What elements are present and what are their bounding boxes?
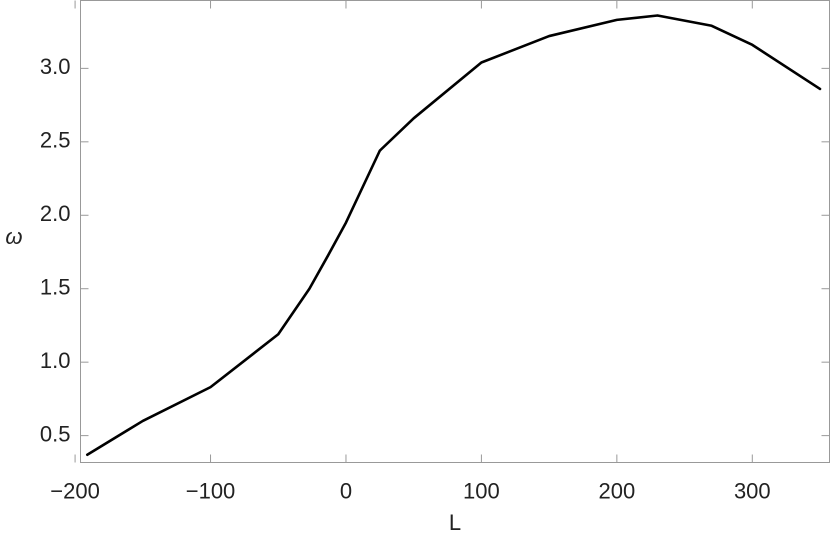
y-tick-label: 3.0 xyxy=(40,54,71,79)
y-tick-label: 1.0 xyxy=(40,348,71,373)
y-tick-label: 0.5 xyxy=(40,421,71,446)
x-tick-label: 100 xyxy=(463,478,500,503)
x-tick-label: 300 xyxy=(734,478,771,503)
data-line xyxy=(85,14,822,457)
x-tick-label: 200 xyxy=(598,478,635,503)
x-axis-label: L xyxy=(449,510,461,535)
x-tick-label: 0 xyxy=(340,478,352,503)
x-tick-label: −200 xyxy=(50,478,100,503)
y-axis-label: ω xyxy=(5,224,22,249)
plot-frame xyxy=(80,0,830,463)
x-tick-label: −100 xyxy=(186,478,236,503)
y-tick-label: 1.5 xyxy=(40,275,71,300)
y-tick-label: 2.0 xyxy=(40,201,71,226)
y-tick-label: 2.5 xyxy=(40,128,71,153)
